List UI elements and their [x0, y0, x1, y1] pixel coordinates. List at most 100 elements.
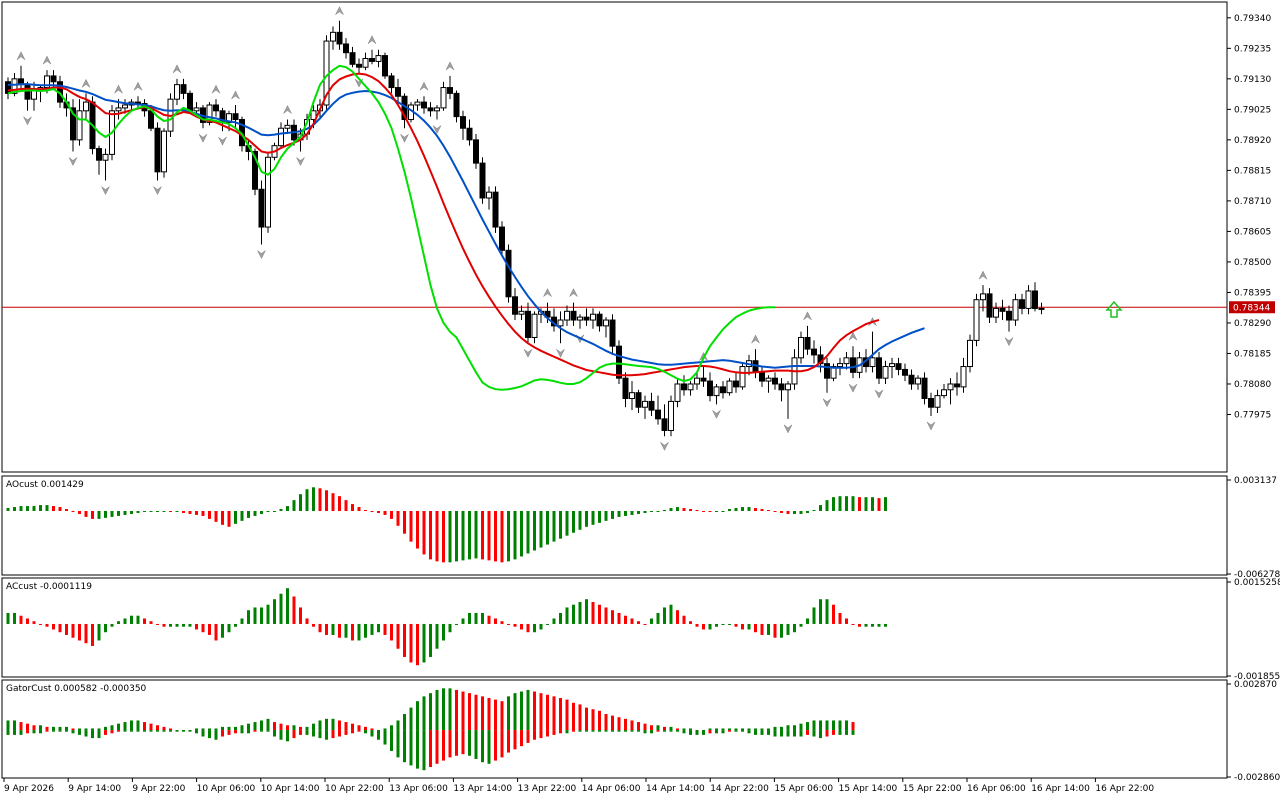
gator-upper-bar: [78, 728, 81, 731]
bull-candle: [993, 307, 999, 318]
histogram-bar: [552, 510, 556, 542]
histogram-bar: [689, 509, 692, 511]
gator-lower-bar: [26, 730, 29, 734]
gator-upper-bar: [799, 723, 803, 731]
gator-upper-bar: [520, 691, 523, 731]
fractal-down-marker: [23, 116, 32, 126]
gator-upper-bar: [793, 725, 796, 731]
histogram-bar: [123, 510, 127, 515]
axis-labels: 0.79340 0.79235 0.79130 0.79025 0.78920 0.788…: [3, 14, 1280, 794]
gator-upper-bar: [572, 702, 575, 731]
histogram-bar: [299, 494, 302, 511]
histogram-bar: [429, 510, 432, 560]
gator-upper-bar: [526, 689, 530, 731]
histogram-bar: [364, 623, 367, 638]
histogram-bar: [377, 510, 380, 513]
gator-upper-bar: [533, 691, 536, 731]
gator-lower-bar: [715, 730, 718, 734]
time-tick-label: 9 Apr 14:00: [68, 784, 121, 794]
price-tick-label: 0.78290: [1234, 319, 1271, 329]
fractal-down-marker: [523, 349, 533, 358]
histogram-bar: [520, 623, 523, 630]
histogram-bar: [409, 623, 413, 663]
histogram-bar: [351, 504, 354, 511]
ac-label: ACcust -0.0001119: [6, 582, 92, 592]
histogram-bar: [201, 510, 205, 516]
gator-upper-bar: [455, 689, 458, 731]
gator-lower-bar: [136, 730, 140, 732]
histogram-bar: [403, 623, 406, 657]
histogram-bar: [45, 623, 49, 627]
histogram-bar: [481, 510, 484, 560]
gator-lower-bar: [806, 730, 809, 735]
gator-upper-bar: [305, 726, 309, 731]
histogram-bar: [97, 623, 101, 641]
gator-lower-bar: [630, 730, 634, 732]
gator-lower-bar: [676, 730, 679, 732]
histogram-bar: [78, 510, 81, 514]
fractal-up-marker: [172, 64, 182, 74]
histogram-bar: [884, 623, 887, 627]
histogram-bar: [403, 510, 406, 534]
histogram-bar: [234, 623, 237, 627]
histogram-bar: [104, 510, 107, 518]
gator-lower-bar: [559, 730, 562, 734]
gator-lower-bar: [149, 730, 153, 732]
histogram-bar: [793, 510, 796, 514]
gator-lower-bar: [195, 730, 198, 734]
gator-lower-bar: [721, 730, 725, 734]
histogram-bar: [156, 623, 159, 625]
time-tick-label: 16 Apr 14:00: [1031, 784, 1090, 794]
bull-candle: [557, 319, 564, 327]
histogram-bar: [58, 623, 62, 633]
time-tick-label: 13 Apr 06:00: [389, 784, 448, 794]
histogram-bar: [858, 497, 861, 511]
histogram-bar: [559, 510, 562, 539]
histogram-bar: [195, 510, 198, 515]
gator-lower-bar: [812, 730, 816, 737]
gator-lower-bar: [760, 730, 764, 735]
histogram-bar: [721, 510, 725, 512]
gator-upper-bar: [214, 728, 218, 731]
bull-candle: [226, 113, 232, 123]
bear-candle: [583, 316, 590, 321]
bear-candle: [24, 84, 31, 100]
histogram-bar: [364, 509, 367, 511]
gator-lower-bar: [819, 730, 822, 739]
gator-lower-bar: [656, 730, 660, 732]
bull-candle: [941, 389, 947, 397]
gator-lower-bar: [702, 730, 705, 735]
histogram-bar: [13, 507, 16, 511]
time-tick-label: 10 Apr 06:00: [197, 784, 256, 794]
bull-candle: [434, 107, 440, 112]
gator-lower-bar: [71, 730, 75, 734]
bear-candle: [356, 63, 362, 68]
bear-candle: [512, 296, 518, 315]
gator-lower-bar: [786, 730, 790, 737]
gator-upper-bar: [754, 728, 757, 731]
histogram-bar: [500, 510, 504, 563]
gator-lower-bar: [832, 730, 835, 735]
histogram-bar: [721, 623, 725, 625]
gator-lower-bar: [104, 730, 107, 735]
gator-lower-bar: [565, 730, 569, 734]
gator-lower-bar: [292, 730, 296, 739]
bear-candle: [421, 101, 427, 109]
gator-lower-bar: [591, 730, 595, 732]
histogram-bar: [331, 623, 335, 635]
histogram-bar: [26, 506, 29, 511]
gator-upper-bar: [552, 696, 556, 731]
histogram-bar: [851, 496, 855, 511]
bull-candle: [44, 75, 50, 89]
histogram-bar: [65, 509, 68, 511]
bear-candle: [804, 336, 811, 350]
bear-candle: [622, 377, 629, 400]
bull-candle: [798, 336, 804, 359]
gator-upper-bar: [442, 688, 445, 731]
gator-lower-bar: [188, 730, 192, 732]
gator-upper-bar: [812, 720, 816, 731]
histogram-bar: [32, 621, 36, 624]
histogram-bar: [754, 508, 757, 511]
bull-candle: [739, 366, 746, 388]
price-tick-label: 0.78815: [1234, 166, 1271, 176]
